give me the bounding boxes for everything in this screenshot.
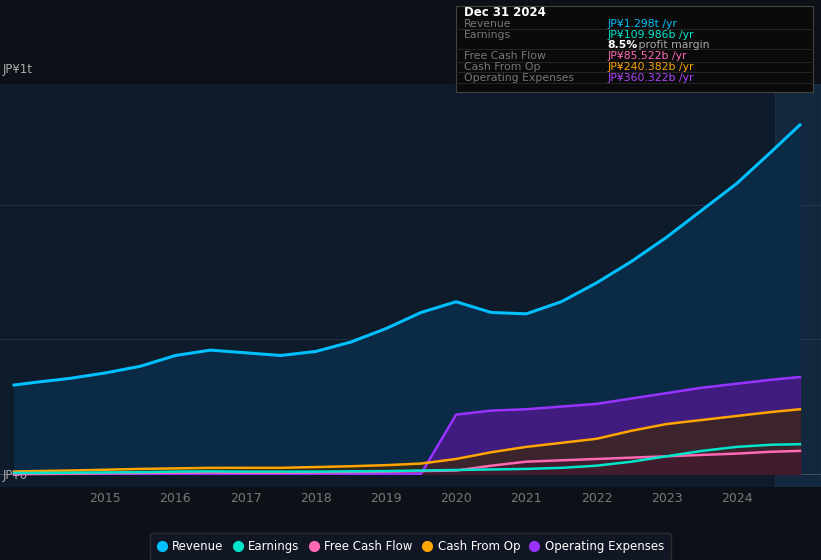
- Text: profit margin: profit margin: [635, 40, 709, 50]
- Text: Revenue: Revenue: [464, 19, 511, 29]
- Bar: [775, 84, 821, 487]
- Text: JP¥240.382b /yr: JP¥240.382b /yr: [608, 62, 694, 72]
- Legend: Revenue, Earnings, Free Cash Flow, Cash From Op, Operating Expenses: Revenue, Earnings, Free Cash Flow, Cash …: [149, 533, 672, 560]
- Text: JP¥360.322b /yr: JP¥360.322b /yr: [608, 73, 694, 83]
- Text: Dec 31 2024: Dec 31 2024: [464, 6, 546, 18]
- Text: Free Cash Flow: Free Cash Flow: [464, 52, 546, 62]
- Text: 8.5%: 8.5%: [608, 40, 638, 50]
- Text: Earnings: Earnings: [464, 30, 511, 40]
- Text: JP¥85.522b /yr: JP¥85.522b /yr: [608, 52, 687, 62]
- Text: JP¥0: JP¥0: [2, 469, 28, 482]
- Text: Operating Expenses: Operating Expenses: [464, 73, 574, 83]
- Text: JP¥1t: JP¥1t: [2, 63, 33, 76]
- Text: Cash From Op: Cash From Op: [464, 62, 540, 72]
- Text: JP¥1.298t /yr: JP¥1.298t /yr: [608, 19, 677, 29]
- Text: JP¥109.986b /yr: JP¥109.986b /yr: [608, 30, 694, 40]
